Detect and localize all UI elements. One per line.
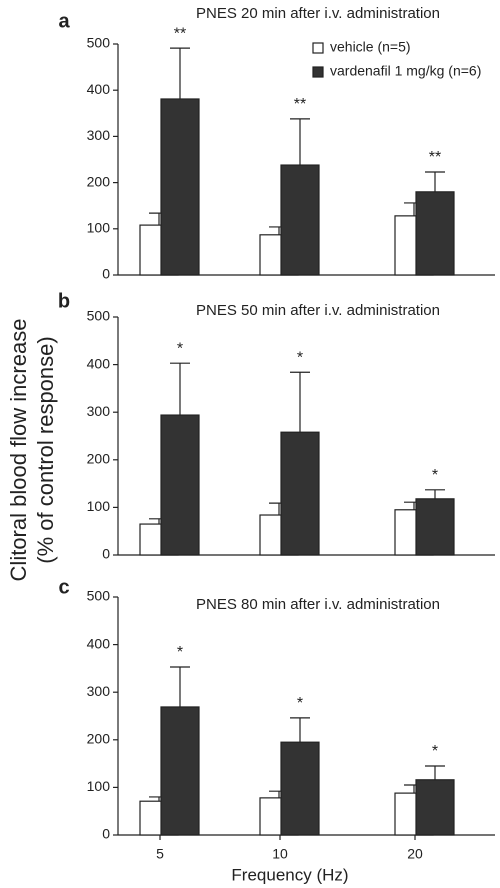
significance-mark: ** [294, 96, 306, 113]
panel-label: c [58, 576, 69, 598]
legend-swatch [312, 42, 324, 54]
y-axis-label: Clitoral blood flow increase [6, 319, 31, 582]
y-tick-label: 200 [87, 173, 111, 189]
y-tick-label: 400 [87, 81, 111, 97]
bar [415, 779, 455, 836]
significance-mark: * [432, 467, 438, 484]
y-tick-label: 500 [87, 308, 111, 324]
y-tick-label: 200 [87, 451, 111, 467]
x-tick-label: 10 [272, 846, 288, 862]
y-tick-label: 0 [102, 546, 110, 562]
y-axis-label: (% of control response) [33, 336, 58, 563]
legend-label: vardenafil 1 mg/kg (n=6) [330, 63, 481, 79]
panel-label: a [58, 10, 70, 32]
significance-mark: * [177, 340, 183, 357]
bar [415, 191, 455, 276]
y-tick-label: 400 [87, 355, 111, 371]
significance-mark: ** [174, 25, 186, 42]
panel-label: b [58, 290, 70, 312]
bar [160, 706, 200, 836]
bar [280, 431, 320, 556]
legend-swatch [312, 66, 324, 78]
panel-title: PNES 50 min after i.v. administration [196, 302, 440, 319]
bar [160, 414, 200, 556]
y-tick-label: 200 [87, 731, 111, 747]
legend-label: vehicle (n=5) [330, 39, 411, 55]
y-tick-label: 100 [87, 778, 111, 794]
y-tick-label: 400 [87, 635, 111, 651]
y-tick-label: 100 [87, 498, 111, 514]
significance-mark: * [297, 695, 303, 712]
bar [160, 98, 200, 276]
y-tick-label: 300 [87, 127, 111, 143]
significance-mark: ** [429, 149, 441, 166]
panel-title: PNES 80 min after i.v. administration [196, 596, 440, 613]
significance-mark: * [177, 644, 183, 661]
significance-mark: * [297, 349, 303, 366]
y-tick-label: 0 [102, 826, 110, 842]
y-tick-label: 300 [87, 683, 111, 699]
bar [280, 741, 320, 836]
y-tick-label: 0 [102, 266, 110, 282]
bar [280, 164, 320, 276]
x-tick-label: 20 [407, 846, 423, 862]
x-axis-label: Frequency (Hz) [231, 865, 348, 884]
panel-title: PNES 20 min after i.v. administration [196, 5, 440, 22]
y-tick-label: 500 [87, 35, 111, 51]
y-tick-label: 300 [87, 403, 111, 419]
significance-mark: * [432, 743, 438, 760]
bar [415, 498, 455, 556]
x-tick-label: 5 [156, 846, 164, 862]
y-tick-label: 100 [87, 220, 111, 236]
y-tick-label: 500 [87, 588, 111, 604]
